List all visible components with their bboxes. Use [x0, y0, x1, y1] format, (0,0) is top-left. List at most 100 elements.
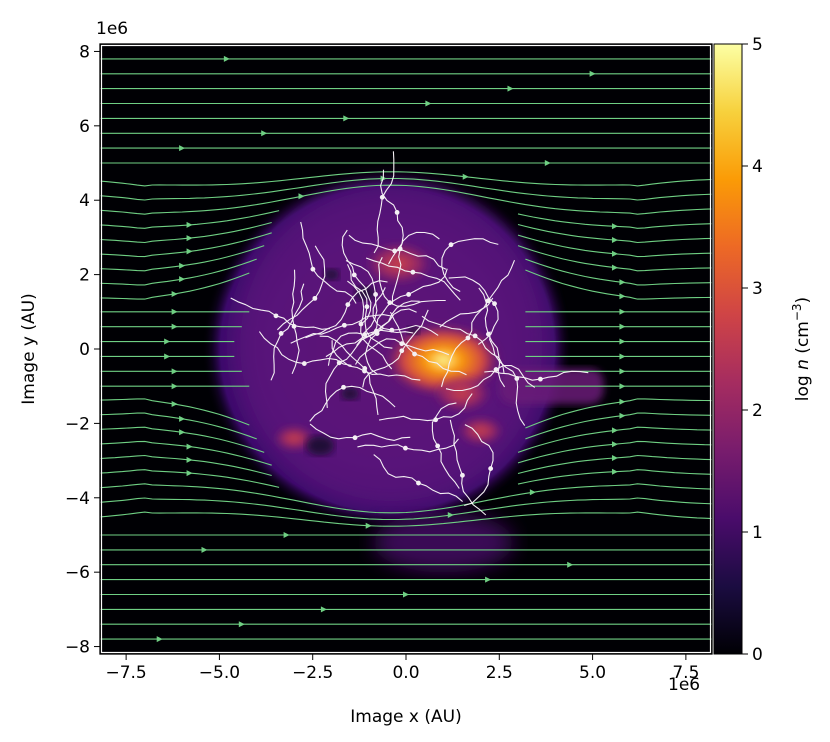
streamline-arrow	[186, 235, 193, 242]
inner-streamline-arrow	[492, 301, 497, 307]
inner-streamline	[380, 169, 404, 265]
inner-streamline-arrow	[352, 435, 358, 441]
inner-streamline	[327, 329, 414, 366]
colorbar-label-prefix: log	[793, 370, 813, 401]
inner-streamline	[357, 438, 459, 453]
streamline-arrow	[611, 264, 618, 271]
inner-streamline-arrow	[312, 295, 318, 301]
inner-streamline-arrow	[341, 322, 347, 328]
dense-region	[457, 416, 504, 446]
inner-streamline	[431, 402, 460, 489]
streamline-arrow	[425, 100, 432, 107]
inner-streamline	[390, 311, 467, 376]
y-offset-label: 1e6	[96, 19, 128, 39]
inner-streamline	[346, 264, 393, 349]
x-tick-label: −2.5	[292, 663, 333, 683]
inner-streamline-arrow	[373, 292, 379, 297]
inner-streamline-arrow	[472, 333, 478, 339]
inner-streamline-arrow	[399, 341, 405, 347]
y-axis-ticks: −8 −6 −4 −2 0 2 4 6 8	[65, 42, 100, 658]
y-tick-label: −8	[65, 638, 90, 658]
dense-region	[432, 375, 492, 413]
streamline-arrow	[611, 454, 618, 461]
inner-streamline-arrow	[310, 266, 316, 272]
streamline	[525, 269, 712, 300]
streamline-arrow	[462, 173, 469, 180]
dense-region	[273, 425, 315, 452]
inner-streamline	[325, 308, 417, 358]
inner-streamline	[484, 370, 589, 381]
streamline-arrow	[283, 531, 290, 538]
x-tick-label: 7.5	[672, 663, 699, 683]
inner-streamline	[445, 365, 536, 392]
streamline-arrow	[186, 470, 193, 477]
streamline-arrow	[365, 522, 372, 529]
streamline	[100, 221, 272, 244]
colorbar-label-var: n	[793, 359, 813, 370]
streamline	[100, 412, 257, 440]
colorbar-tick-label: 1	[752, 523, 763, 543]
streamline-arrow	[589, 70, 596, 77]
inner-streamline-arrow	[488, 466, 494, 471]
y-axis-label: Image y (AU)	[19, 293, 39, 404]
streamline	[100, 232, 272, 258]
x-axis-label: Image x (AU)	[350, 707, 461, 727]
inner-streamline	[345, 260, 378, 346]
streamline-arrow	[619, 398, 626, 405]
streamline-arrow	[179, 415, 186, 422]
streamline-arrow	[447, 512, 454, 519]
streamline-arrow	[238, 621, 245, 628]
streamlines-outer	[100, 55, 712, 643]
streamline-arrow	[186, 456, 193, 463]
streamline-arrow	[186, 443, 193, 450]
x-offset-label: 1e6	[668, 675, 700, 695]
streamline-arrow	[223, 55, 230, 62]
inner-streamline-arrow	[465, 335, 471, 341]
streamline-arrow	[320, 606, 327, 613]
streamline-arrow	[611, 223, 618, 230]
inner-streamline-arrow	[416, 480, 421, 486]
inner-streamline	[373, 454, 463, 503]
inner-streamline	[362, 309, 429, 388]
inner-streamline-arrow	[433, 417, 439, 423]
inner-streamline	[378, 256, 446, 307]
y-tick-label: 8	[79, 42, 90, 62]
inner-streamline	[464, 424, 494, 507]
streamline	[525, 258, 712, 286]
inner-streamline-arrow	[291, 323, 297, 329]
colorbar-label-close: )	[793, 297, 813, 304]
inner-streamline	[291, 269, 300, 375]
streamline-arrow	[171, 383, 178, 390]
inner-streamline	[372, 268, 448, 335]
streamline-arrow	[619, 368, 626, 375]
streamlines-inner	[230, 151, 589, 516]
streamline-arrow	[171, 308, 178, 315]
streamline-arrow	[619, 293, 626, 300]
inner-streamline	[258, 331, 352, 366]
inner-streamline-arrow	[278, 331, 284, 336]
cloud-lower-lobe	[373, 512, 514, 573]
inner-streamline	[439, 259, 516, 328]
streamline	[100, 171, 712, 187]
y-tick-label: 0	[79, 340, 90, 360]
streamline-arrow	[611, 427, 618, 434]
inner-streamline	[270, 283, 305, 381]
y-tick-label: −4	[65, 489, 90, 509]
y-tick-label: 6	[79, 117, 90, 137]
inner-streamline-arrow	[345, 302, 351, 307]
streamline	[525, 412, 712, 440]
colorbar-label: log n (cm−3)	[790, 297, 813, 401]
streamline-arrow	[343, 115, 350, 122]
inner-streamline	[391, 231, 440, 305]
streamline-arrow	[544, 160, 551, 167]
inner-streamline-arrow	[351, 272, 357, 278]
inner-streamline	[309, 423, 411, 441]
streamline	[100, 497, 712, 521]
inner-streamline	[373, 151, 395, 254]
colorbar-tick-label: 2	[752, 401, 763, 421]
streamline-arrow	[619, 383, 626, 390]
streamline-arrow	[201, 546, 208, 553]
inner-streamline-arrow	[394, 210, 400, 215]
streamline-arrow	[179, 262, 186, 269]
